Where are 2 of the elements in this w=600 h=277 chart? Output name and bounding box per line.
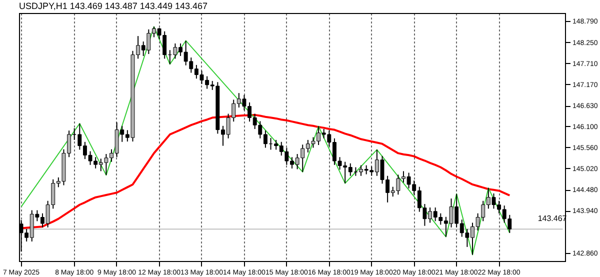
chart-title: USDJPY,H1 143.469 143.487 143.449 143.467: [19, 1, 208, 11]
line-series: [20, 26, 510, 256]
